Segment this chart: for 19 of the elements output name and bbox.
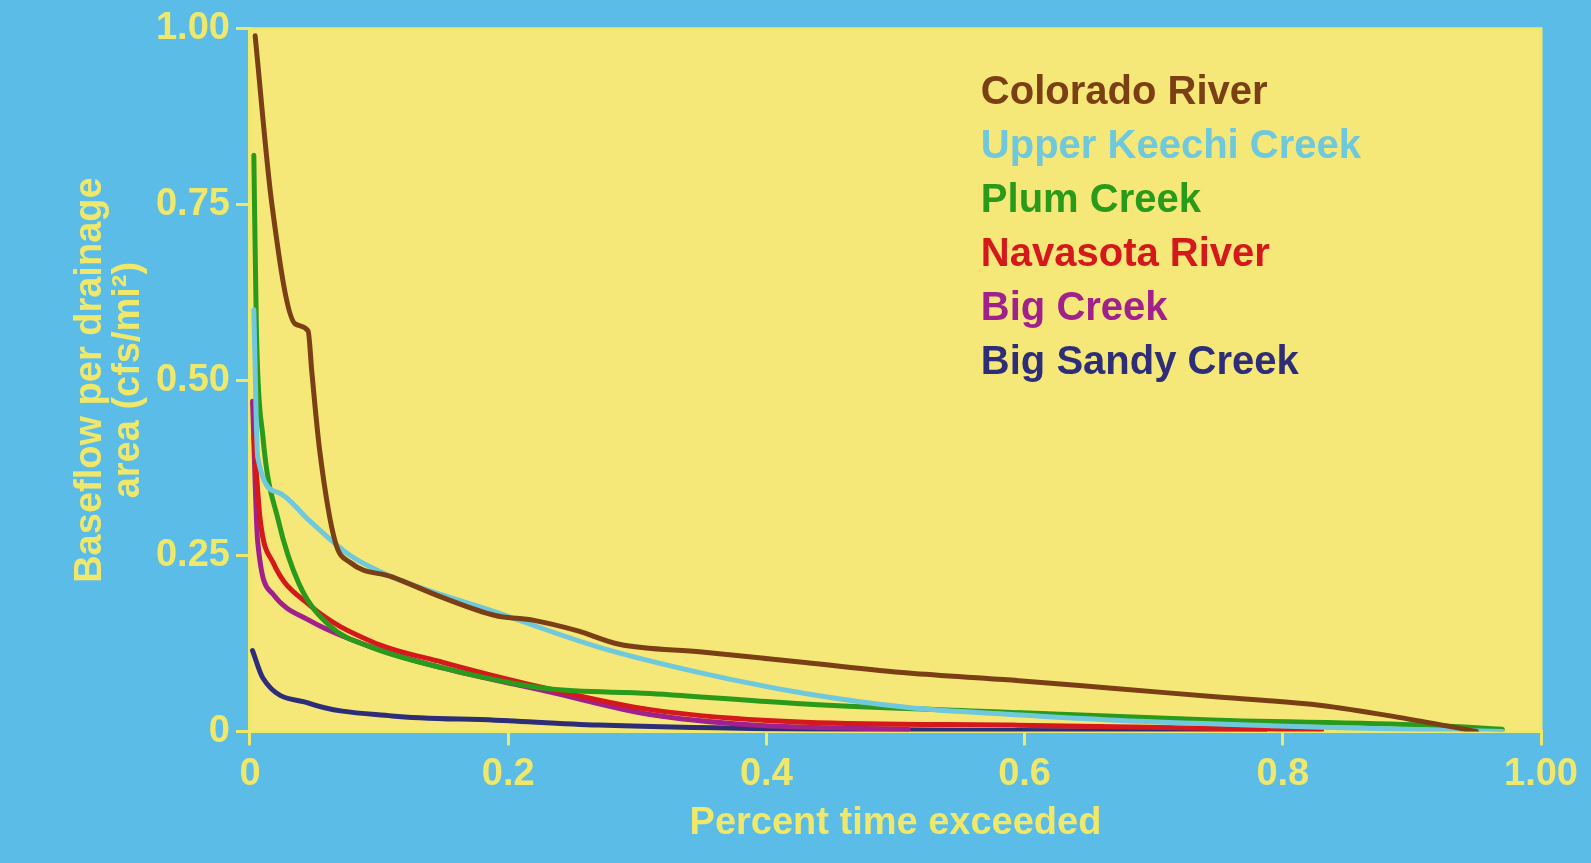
x-axis-title: Percent time exceeded <box>689 800 1102 843</box>
y-tick-label: 0 <box>208 707 230 750</box>
x-tick-label: 0.4 <box>739 750 793 793</box>
y-tick-label: 0.75 <box>155 180 230 223</box>
x-tick-label: 0.2 <box>481 750 535 793</box>
y-tick-label: 0.50 <box>155 356 230 399</box>
text: Big Creek <box>980 283 1169 328</box>
y-tick-label: 1.00 <box>155 5 230 48</box>
x-tick-label: 1.00 <box>1504 750 1578 793</box>
x-tick-label: 0.8 <box>1256 750 1310 793</box>
text: Plum Creek <box>980 175 1202 220</box>
y-tick-label: 0.25 <box>155 532 230 575</box>
text: Upper Keechi Creek <box>980 121 1362 166</box>
text: Colorado River <box>980 67 1268 112</box>
text: Navasota River <box>980 229 1270 274</box>
x-tick-label: 0 <box>239 750 261 793</box>
y-axis-title: Baseflow per drainage area (cfs/mi²) <box>67 177 148 583</box>
x-tick-label: 0.6 <box>998 750 1051 793</box>
text: Big Sandy Creek <box>980 337 1300 382</box>
